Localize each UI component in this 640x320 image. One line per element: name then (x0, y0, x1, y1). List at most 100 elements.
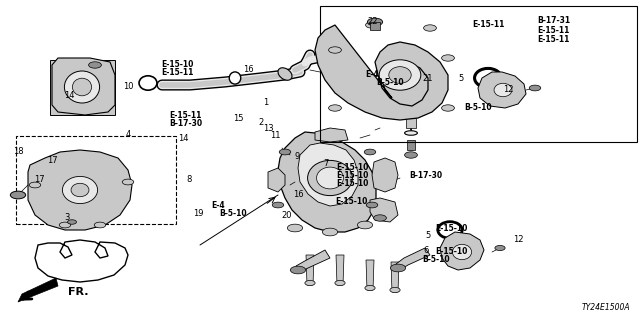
Text: 8: 8 (186, 175, 191, 184)
Text: 20: 20 (282, 211, 292, 220)
Polygon shape (440, 232, 484, 270)
Text: 9: 9 (294, 152, 300, 161)
Text: B-17-31: B-17-31 (538, 16, 571, 25)
Circle shape (367, 18, 383, 26)
Polygon shape (366, 260, 374, 290)
Text: 15: 15 (233, 114, 243, 123)
Ellipse shape (278, 68, 292, 80)
Text: 12: 12 (513, 236, 524, 244)
Text: E-4: E-4 (365, 70, 378, 79)
Text: E-15-11: E-15-11 (169, 111, 202, 120)
Polygon shape (388, 55, 432, 118)
Circle shape (335, 280, 345, 285)
Circle shape (529, 85, 541, 91)
Text: 19: 19 (193, 209, 204, 218)
Ellipse shape (438, 222, 462, 238)
Text: E-15-10: E-15-10 (435, 247, 468, 256)
Polygon shape (28, 150, 132, 230)
Polygon shape (370, 198, 398, 222)
Polygon shape (406, 55, 422, 68)
Ellipse shape (71, 183, 89, 197)
Text: 12: 12 (504, 85, 514, 94)
Text: 3: 3 (65, 213, 70, 222)
Circle shape (365, 285, 375, 291)
Circle shape (328, 47, 341, 53)
Polygon shape (315, 25, 448, 120)
Ellipse shape (65, 71, 100, 103)
Polygon shape (296, 250, 330, 272)
Circle shape (424, 25, 436, 31)
Text: E-15-11: E-15-11 (538, 35, 570, 44)
Circle shape (323, 228, 338, 236)
Circle shape (390, 287, 400, 292)
Polygon shape (336, 255, 344, 285)
Ellipse shape (379, 60, 421, 90)
Polygon shape (306, 255, 314, 285)
Ellipse shape (404, 131, 417, 135)
Polygon shape (370, 22, 380, 30)
Bar (16, 136, 176, 224)
Circle shape (390, 264, 406, 272)
Text: 5: 5 (458, 74, 463, 83)
Text: E-4: E-4 (211, 201, 225, 210)
Text: 18: 18 (13, 148, 23, 156)
Ellipse shape (72, 78, 92, 96)
Text: E-15-11: E-15-11 (472, 20, 505, 29)
Bar (320, 6, 637, 142)
Text: 4: 4 (125, 130, 131, 139)
Text: E-15-10: E-15-10 (337, 179, 369, 188)
Ellipse shape (397, 78, 424, 102)
Polygon shape (298, 143, 358, 206)
Text: 1: 1 (263, 98, 268, 107)
Circle shape (366, 202, 378, 208)
Polygon shape (278, 132, 376, 232)
Polygon shape (18, 278, 58, 302)
Circle shape (122, 179, 134, 185)
Text: FR.: FR. (68, 287, 88, 297)
Text: 14: 14 (64, 92, 74, 100)
Circle shape (68, 220, 77, 224)
Text: B-17-30: B-17-30 (169, 119, 202, 128)
Circle shape (404, 152, 417, 158)
Ellipse shape (229, 72, 241, 84)
Circle shape (60, 222, 71, 228)
Circle shape (272, 202, 284, 208)
Text: E-15-10: E-15-10 (337, 163, 369, 172)
Text: E-15-11: E-15-11 (538, 26, 570, 35)
Ellipse shape (452, 244, 472, 260)
Circle shape (406, 60, 416, 65)
Text: 2: 2 (259, 118, 264, 127)
Circle shape (94, 222, 106, 228)
Ellipse shape (494, 83, 512, 97)
Text: E-15-10: E-15-10 (335, 197, 368, 206)
Polygon shape (478, 72, 526, 108)
Circle shape (442, 105, 454, 111)
Circle shape (305, 280, 315, 285)
Circle shape (442, 55, 454, 61)
Text: 14: 14 (178, 134, 188, 143)
Ellipse shape (63, 176, 97, 204)
Text: 11: 11 (270, 132, 280, 140)
Circle shape (287, 224, 303, 232)
Polygon shape (315, 128, 348, 142)
Text: 6: 6 (424, 246, 429, 255)
Text: B-5-10: B-5-10 (376, 78, 404, 87)
Text: 10: 10 (123, 82, 133, 91)
Ellipse shape (139, 76, 157, 90)
Circle shape (364, 149, 376, 155)
Text: B-5-10: B-5-10 (422, 255, 450, 264)
Circle shape (328, 105, 341, 111)
Circle shape (357, 221, 372, 229)
Text: E-15-10: E-15-10 (161, 60, 194, 69)
Text: 7: 7 (324, 159, 329, 168)
Polygon shape (396, 248, 430, 270)
Text: B-5-10: B-5-10 (219, 209, 246, 218)
Text: 17: 17 (47, 156, 58, 165)
Text: B-17-30: B-17-30 (410, 171, 443, 180)
Polygon shape (407, 140, 415, 150)
Text: 21: 21 (422, 74, 433, 83)
Ellipse shape (475, 68, 502, 88)
Polygon shape (372, 158, 398, 192)
Text: E-15-11: E-15-11 (161, 68, 194, 77)
Circle shape (291, 266, 306, 274)
